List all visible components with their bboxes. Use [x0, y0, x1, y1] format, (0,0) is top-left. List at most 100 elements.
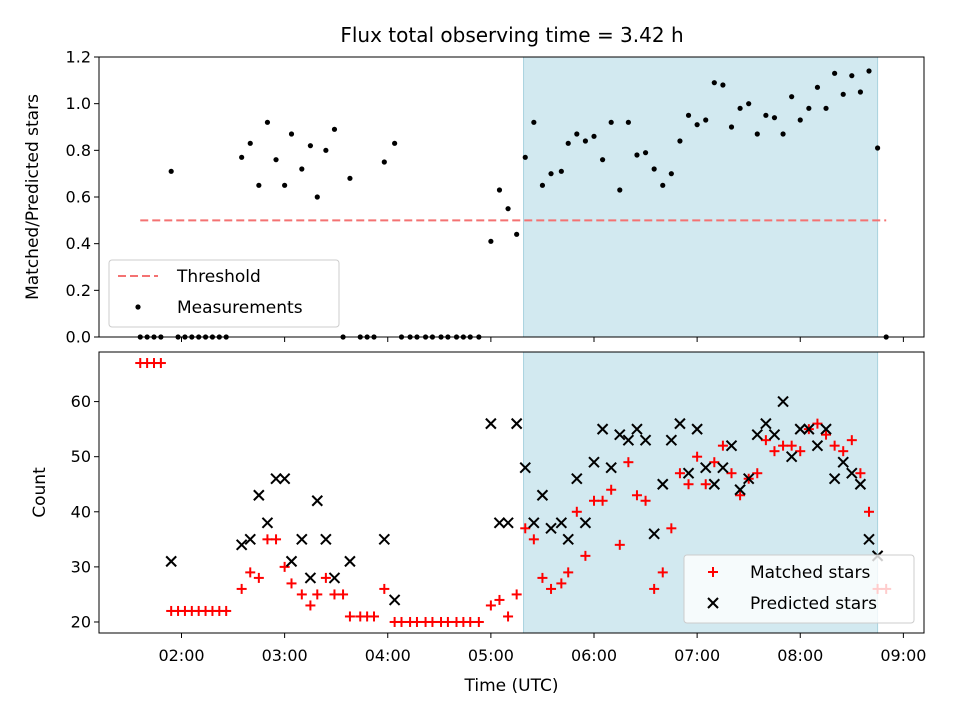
matched-star-point [305, 600, 316, 611]
matched-star-point [262, 534, 273, 545]
matched-star-point [760, 435, 771, 446]
predicted-star-point [708, 478, 721, 490]
measurement-point [539, 182, 546, 188]
measurement-point [797, 117, 803, 123]
count-x-tick-label: 06:00 [571, 646, 617, 665]
predicted-star-point [691, 423, 703, 435]
matched-star-point [597, 495, 608, 506]
matched-star-point [520, 523, 531, 534]
measurement-point [823, 105, 829, 111]
matched-legend-marker [708, 567, 718, 577]
measurement-point [625, 119, 631, 125]
predicted-star-point [285, 555, 298, 568]
predicted-star-point [528, 517, 540, 529]
count-x-tick-label: 07:00 [674, 646, 720, 665]
matched-star-point [396, 616, 407, 627]
matched-star-point [717, 440, 728, 451]
matched-star-point [786, 440, 797, 451]
measurement-point [840, 91, 846, 97]
count-legend-box [683, 554, 915, 624]
matched-star-point [253, 572, 264, 583]
measurement-point [694, 122, 700, 128]
observing-window-span [523, 56, 879, 338]
matched-star-point [735, 490, 746, 501]
count-legend: Matched stars Predicted stars [683, 554, 915, 624]
predicted-star-point [639, 434, 652, 446]
count-x-tick-label: 03:00 [262, 646, 308, 665]
count-x-tick-label: 08:00 [777, 646, 823, 665]
measurement-point [789, 94, 795, 100]
measurement-point [711, 80, 717, 86]
measurement-point [874, 145, 881, 151]
measurement-point [247, 140, 253, 146]
predicted-star-point [657, 478, 669, 490]
matched-star-point [709, 457, 720, 468]
predicted-star-point [545, 522, 557, 535]
measurement-point [323, 147, 329, 153]
predicted-star-point [674, 417, 686, 430]
predicted-star-point [344, 555, 356, 568]
matched-star-point [683, 479, 694, 490]
matched-star-point [537, 572, 548, 583]
measurements-legend-label: Measurements [177, 298, 303, 318]
predicted-star-point [588, 456, 600, 468]
measurement-point [771, 115, 778, 121]
measurement-point [264, 119, 271, 125]
predicted-star-point [751, 428, 763, 441]
measurement-point [582, 138, 589, 144]
measurement-point [763, 112, 769, 118]
ratio-y-axis-label: Matched/Predicted stars [23, 94, 43, 300]
predicted-star-point [304, 572, 317, 584]
predicted-star-point [700, 461, 712, 474]
predicted-star-point [820, 423, 832, 435]
predicted-legend-swatch [707, 597, 719, 609]
predicted-star-point [579, 517, 592, 529]
predicted-star-point [311, 495, 323, 507]
measurement-point [331, 126, 338, 132]
matched-star-point [503, 611, 514, 622]
measurement-point [392, 140, 398, 146]
count-x-tick-label: 09:00 [880, 646, 926, 665]
count-y-tick-label: 20 [71, 612, 91, 631]
predicted-star-point [846, 467, 858, 479]
matched-star-point [649, 583, 660, 594]
predicted-star-point [665, 434, 678, 446]
measurement-point [728, 124, 735, 130]
predicted-legend-marker [707, 597, 719, 609]
predicted-star-point [682, 467, 695, 479]
ratio-y-tick-label: 0.0 [66, 328, 91, 347]
predicted-star-point [536, 489, 549, 501]
threshold-legend-label: Threshold [176, 267, 261, 287]
measurement-point [531, 119, 537, 125]
matched-star-point [674, 468, 685, 479]
matched-star-point [589, 495, 599, 506]
ratio-panel: 0.0 0.2 0.4 0.6 0.8 1.0 1.2 Matched/Predicted … [23, 48, 925, 347]
measurement-point [849, 73, 855, 79]
matched-star-point [442, 616, 453, 627]
matched-star-point [528, 534, 539, 545]
matched-star-point [379, 583, 390, 594]
predicted-star-point [742, 473, 755, 485]
matched-star-point [329, 589, 340, 600]
matched-star-point [245, 567, 256, 578]
ratio-y-tick-label: 0.6 [66, 188, 91, 207]
measurement-point [522, 154, 528, 160]
matched-star-point [752, 468, 763, 479]
predicted-star-point [760, 417, 772, 430]
predicted-star-point [794, 423, 806, 435]
matched-star-point [271, 534, 282, 545]
matched-star-point [344, 611, 355, 622]
matched-star-point [778, 440, 789, 451]
matched-legend-swatch [708, 567, 718, 577]
ratio-legend-box [108, 259, 340, 328]
matched-star-point [571, 506, 582, 517]
measurement-point [273, 157, 279, 163]
measurement-point [496, 187, 503, 193]
measurement-point [608, 119, 614, 125]
ratio-y-tick-label: 0.4 [66, 234, 91, 253]
measurement-point [488, 238, 494, 244]
predicted-star-point [863, 533, 875, 546]
ratio-legend: Threshold Measurements [108, 259, 340, 328]
matched-star-point [236, 583, 247, 594]
measurement-point [780, 131, 786, 137]
